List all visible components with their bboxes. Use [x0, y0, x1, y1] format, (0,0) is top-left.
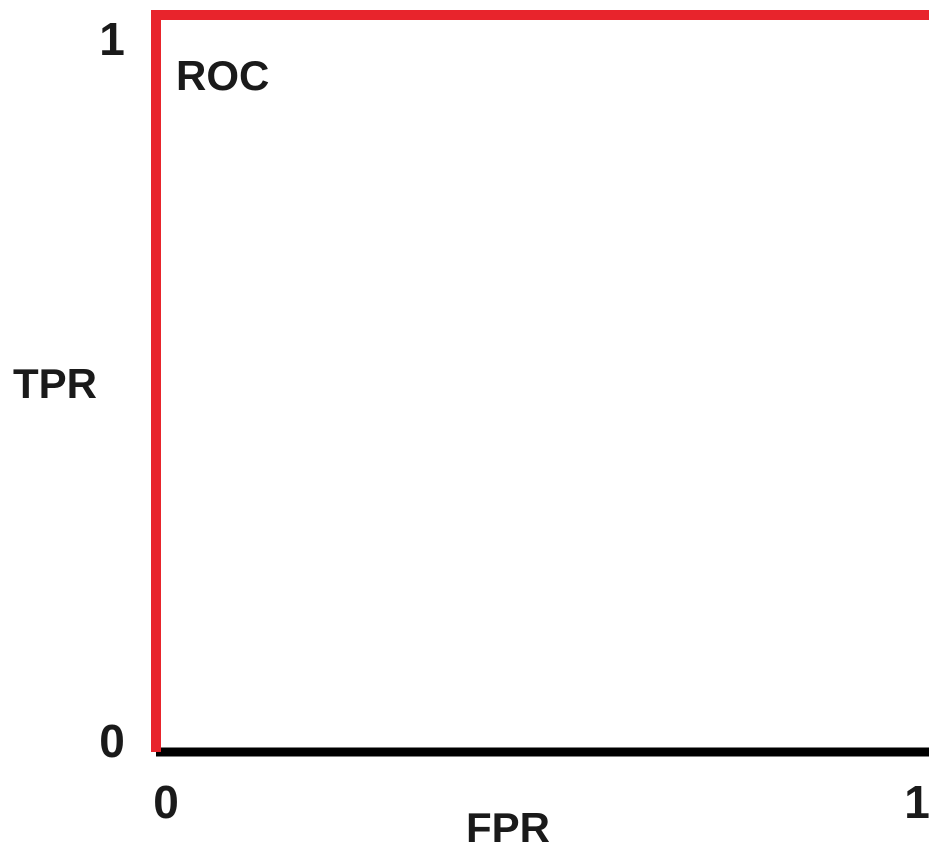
x-axis-label: FPR — [466, 804, 550, 850]
roc-curve-annotation: ROC — [176, 52, 269, 99]
series-layer — [151, 10, 929, 752]
y-axis-label: TPR — [13, 360, 97, 407]
roc-curve-line — [151, 10, 929, 752]
x-tick-label-0: 0 — [153, 776, 179, 828]
y-tick-label-0: 0 — [99, 715, 125, 767]
y-tick-label-1: 1 — [99, 13, 125, 65]
x-tick-label-1: 1 — [904, 776, 930, 828]
